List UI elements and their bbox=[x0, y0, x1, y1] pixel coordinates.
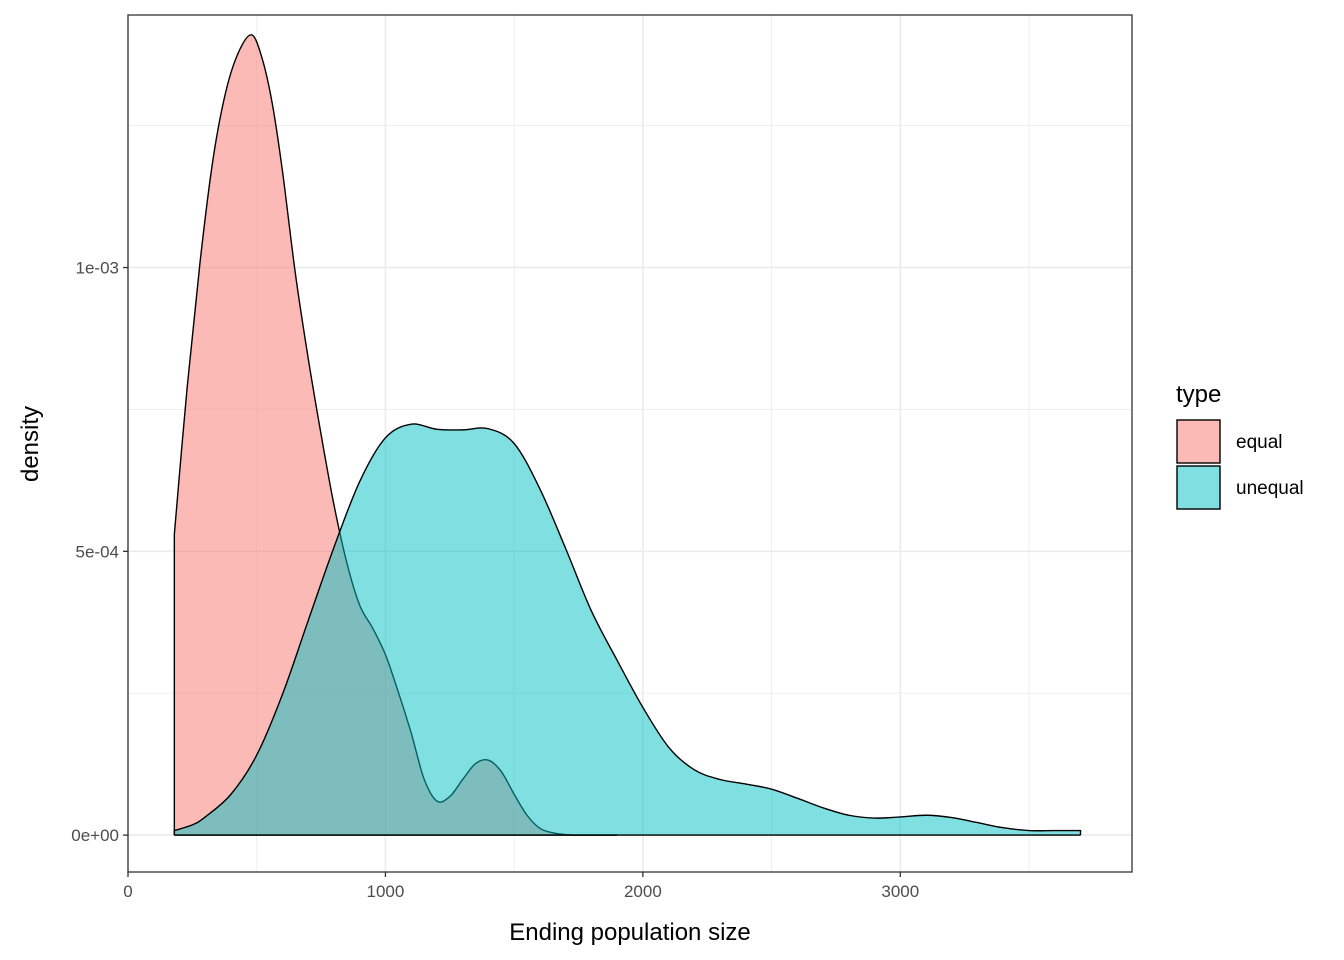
legend-title: type bbox=[1176, 381, 1221, 408]
y-tick-label: 5e-04 bbox=[76, 542, 119, 561]
plot-panel-border bbox=[127, 14, 1133, 873]
legend-label-equal: equal bbox=[1236, 432, 1283, 453]
density-area-equal bbox=[174, 34, 618, 836]
density-area-unequal bbox=[174, 423, 1081, 836]
x-tick-label: 1000 bbox=[367, 882, 405, 901]
density-outline-unequal bbox=[173, 423, 1082, 836]
density-areas bbox=[173, 34, 1082, 836]
legend-swatch-unequal bbox=[1176, 465, 1221, 510]
x-axis: 0 1000 2000 3000 bbox=[123, 872, 919, 901]
legend-swatch-equal bbox=[1176, 419, 1221, 464]
y-tick-label: 1e-03 bbox=[76, 259, 119, 278]
x-tick-label: 3000 bbox=[881, 882, 919, 901]
legend: type equal unequal bbox=[1176, 381, 1304, 510]
legend-label-unequal: unequal bbox=[1236, 478, 1304, 499]
y-axis-title: density bbox=[17, 406, 44, 482]
y-axis: 0e+00 5e-04 1e-03 bbox=[71, 259, 128, 845]
x-tick-label: 0 bbox=[123, 882, 132, 901]
x-tick-label: 2000 bbox=[624, 882, 662, 901]
x-axis-title: Ending population size bbox=[509, 919, 751, 946]
y-tick-label: 0e+00 bbox=[71, 826, 119, 845]
